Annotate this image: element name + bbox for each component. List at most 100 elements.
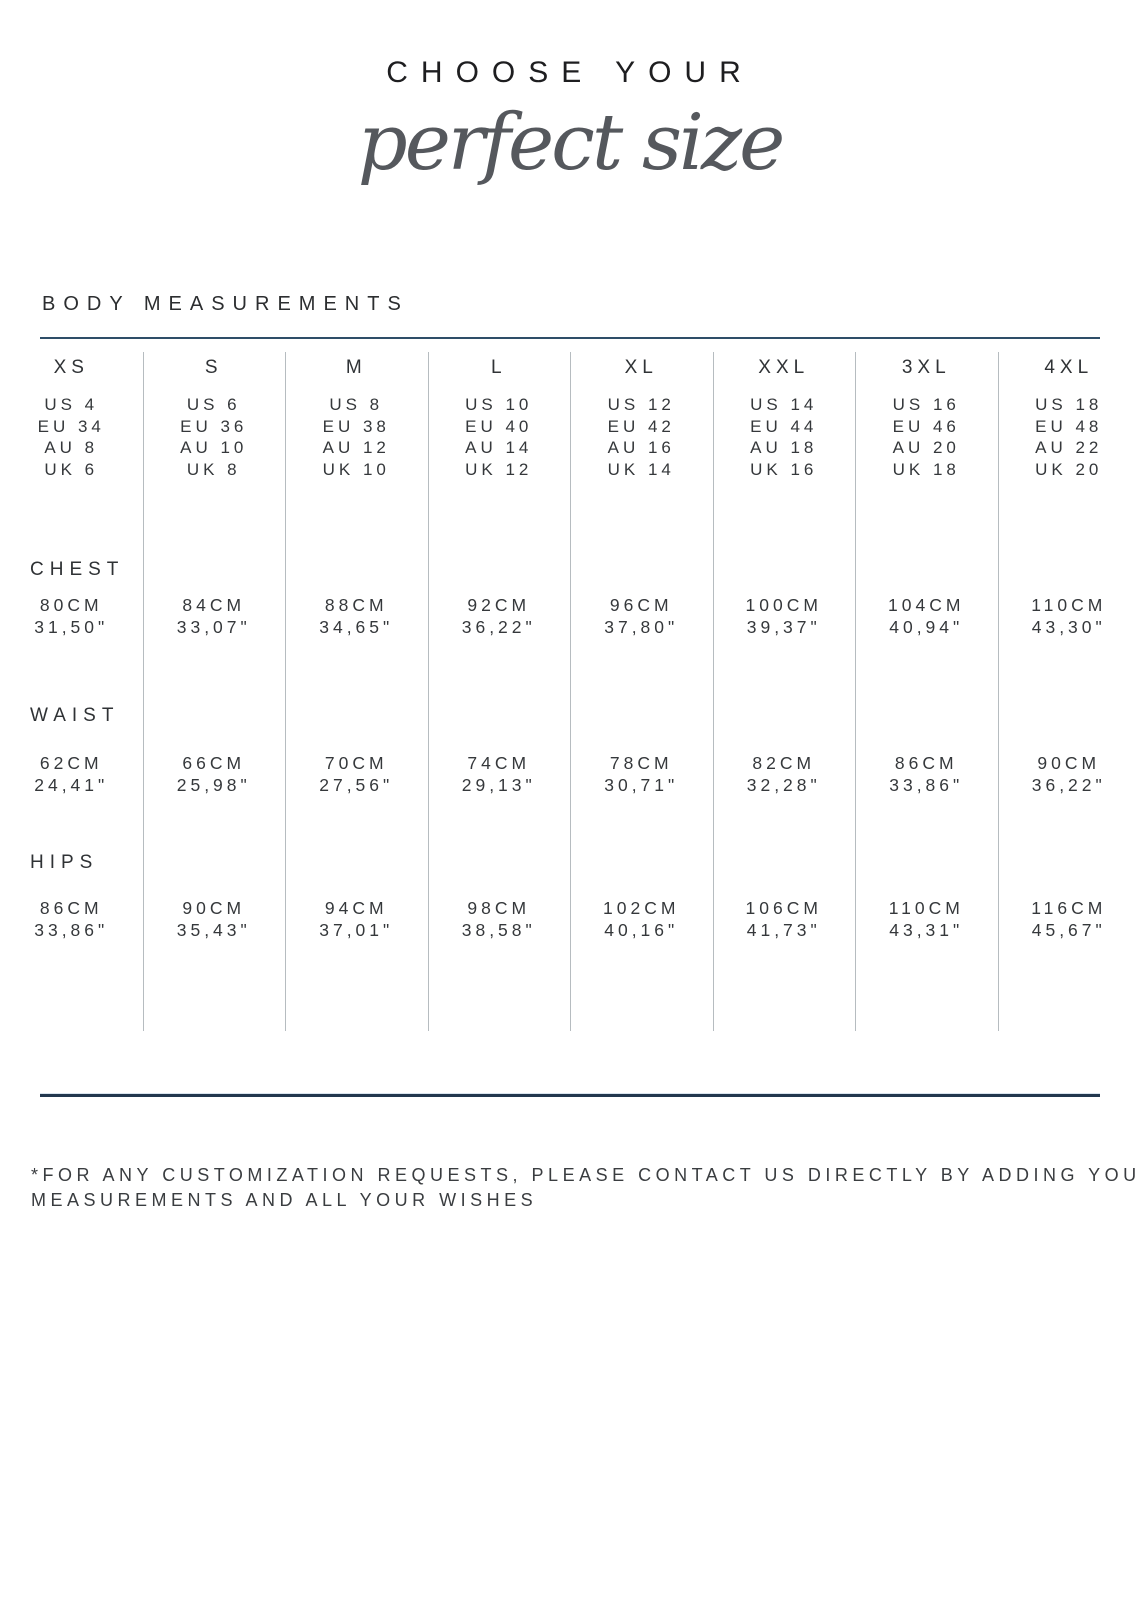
uk-size: UK 16: [750, 459, 818, 479]
size-column-header: XS: [53, 357, 89, 378]
value-cm: 94CM: [324, 898, 388, 918]
value-cm: 90CM: [1037, 753, 1101, 773]
eu-size: EU 46: [892, 416, 960, 436]
hips-value: 116CM 45,67": [998, 897, 1140, 941]
bottom-rule: [40, 1093, 1100, 1097]
value-in: 40,94": [889, 617, 964, 637]
page-title-script: perfect size: [357, 98, 785, 188]
waist-value: 82CM 32,28": [713, 752, 856, 796]
column-divider: [997, 352, 999, 1031]
column-divider: [427, 352, 429, 1031]
value-in: 33,86": [34, 920, 109, 940]
uk-size: UK 8: [186, 459, 241, 479]
value-in: 43,30": [1031, 617, 1106, 637]
column-divider: [570, 352, 571, 1031]
value-in: 35,43": [176, 920, 251, 940]
value-in: 36,22": [461, 617, 536, 637]
value-in: 31,50": [34, 617, 109, 637]
value-cm: 88CM: [324, 595, 388, 615]
au-size: AU 8: [44, 438, 99, 457]
size-column-header: XL: [624, 357, 658, 378]
us-size: US 4: [44, 395, 99, 414]
section-heading: BODY MEASUREMENTS: [42, 293, 409, 315]
chest-value: 96CM 37,80": [570, 594, 713, 638]
value-in: 36,22": [1031, 775, 1106, 795]
uk-size: UK 20: [1035, 459, 1103, 479]
size-conversion-row: US 4 EU 34 AU 8 UK 6 US 6 EU 36 AU 10 UK…: [0, 394, 1140, 480]
value-in: 33,86": [889, 775, 964, 795]
value-cm: 78CM: [609, 753, 673, 773]
chest-value: 80CM 31,50": [0, 594, 143, 638]
value-in: 41,73": [746, 920, 821, 940]
uk-size: UK 6: [44, 459, 99, 479]
au-size: AU 14: [465, 438, 533, 457]
chest-value: 104CM 40,94": [855, 594, 998, 638]
uk-size: UK 12: [465, 459, 533, 479]
size-column-header: XXL: [758, 357, 810, 378]
us-size: US 10: [465, 395, 533, 414]
hips-value: 102CM 40,16": [570, 897, 713, 941]
uk-size: UK 10: [322, 459, 390, 479]
value-cm: 100CM: [745, 595, 822, 615]
chest-value: 88CM 34,65": [285, 594, 428, 638]
value-cm: 70CM: [324, 753, 388, 773]
uk-size: UK 18: [892, 459, 960, 479]
waist-value: 66CM 25,98": [143, 752, 286, 796]
top-rule: [40, 337, 1100, 339]
size-column-header: S: [204, 357, 223, 378]
value-cm: 84CM: [182, 595, 246, 615]
value-cm: 66CM: [182, 753, 246, 773]
value-cm: 116CM: [1031, 898, 1107, 918]
value-cm: 96CM: [609, 595, 673, 615]
value-cm: 110CM: [888, 898, 964, 918]
column-divider: [142, 352, 144, 1031]
us-size: US 16: [892, 395, 960, 414]
eu-size: EU 36: [180, 416, 248, 436]
value-cm: 86CM: [894, 753, 958, 773]
value-in: 24,41": [34, 775, 109, 795]
eu-size: EU 48: [1035, 416, 1103, 436]
au-size: AU 10: [180, 438, 248, 457]
hips-value: 90CM 35,43": [143, 897, 286, 941]
size-conversions: US 18 EU 48 AU 22 UK 20: [998, 394, 1140, 480]
eu-size: EU 42: [607, 416, 675, 436]
waist-value: 62CM 24,41": [0, 752, 143, 796]
value-in: 39,37": [746, 617, 821, 637]
eu-size: EU 40: [465, 416, 533, 436]
hips-value: 106CM 41,73": [713, 897, 856, 941]
us-size: US 18: [1035, 395, 1103, 414]
eu-size: EU 38: [322, 416, 390, 436]
au-size: AU 12: [322, 438, 390, 457]
value-cm: 98CM: [467, 898, 531, 918]
size-conversions: US 6 EU 36 AU 10 UK 8: [143, 394, 286, 480]
au-size: AU 22: [1035, 438, 1103, 457]
size-conversions: US 8 EU 38 AU 12 UK 10: [285, 394, 428, 480]
value-in: 29,13": [461, 775, 536, 795]
value-cm: 82CM: [752, 753, 816, 773]
value-cm: 86CM: [39, 898, 103, 918]
chest-value: 84CM 33,07": [143, 594, 286, 638]
waist-value: 70CM 27,56": [285, 752, 428, 796]
size-conversions: US 16 EU 46 AU 20 UK 18: [855, 394, 998, 480]
uk-size: UK 14: [607, 459, 675, 479]
value-in: 40,16": [604, 920, 679, 940]
chest-value: 92CM 36,22": [428, 594, 571, 638]
value-in: 37,01": [319, 920, 394, 940]
us-size: US 8: [329, 395, 384, 414]
size-column-header: M: [345, 357, 367, 378]
value-cm: 90CM: [182, 898, 246, 918]
size-column-header: 4XL: [1044, 357, 1094, 378]
value-cm: 74CM: [467, 753, 531, 773]
waist-value: 74CM 29,13": [428, 752, 571, 796]
chest-row-label: CHEST: [30, 559, 125, 580]
waist-value: 86CM 33,86": [855, 752, 998, 796]
hips-value: 98CM 38,58": [428, 897, 571, 941]
waist-value: 78CM 30,71": [570, 752, 713, 796]
size-header-row: XS S M L XL XXL 3XL 4XL: [0, 357, 1140, 379]
hips-row-label: HIPS: [30, 852, 99, 873]
au-size: AU 16: [607, 438, 675, 457]
hips-value: 94CM 37,01": [285, 897, 428, 941]
us-size: US 12: [607, 395, 675, 414]
value-in: 30,71": [604, 775, 679, 795]
